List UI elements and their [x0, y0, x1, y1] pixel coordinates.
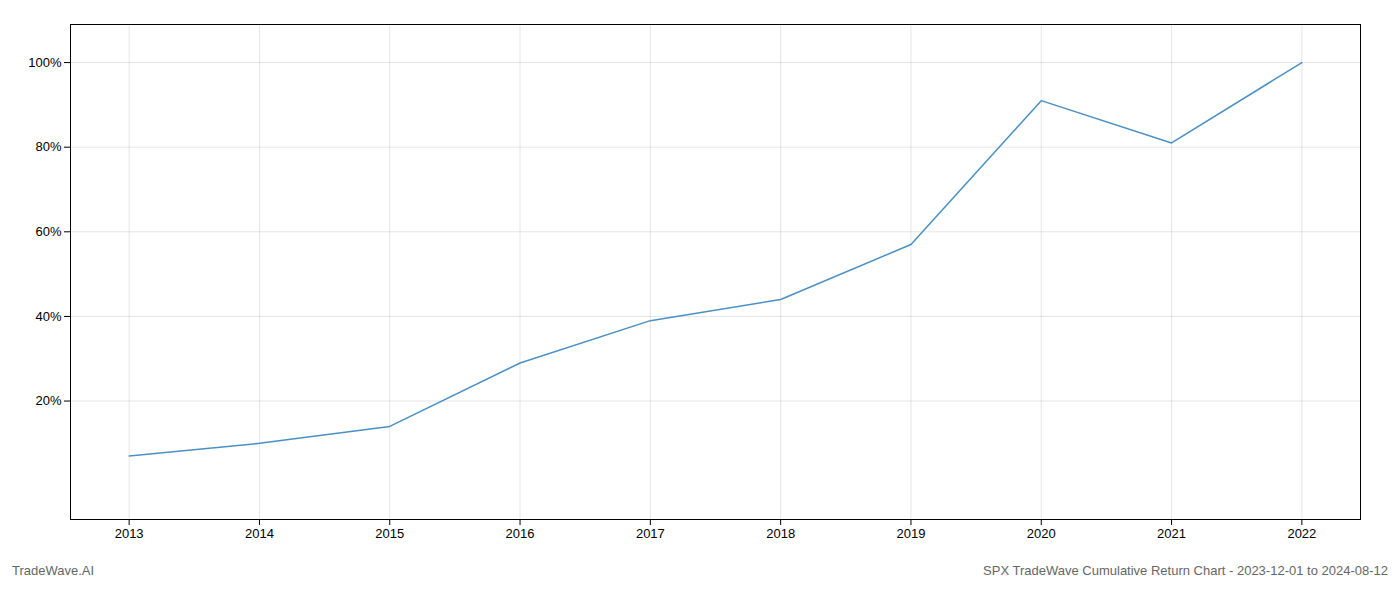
svg-text:2019: 2019	[896, 526, 925, 541]
svg-text:80%: 80%	[35, 139, 61, 154]
svg-text:2016: 2016	[506, 526, 535, 541]
svg-text:2017: 2017	[636, 526, 665, 541]
svg-text:2020: 2020	[1027, 526, 1056, 541]
svg-text:100%: 100%	[28, 55, 62, 70]
svg-text:2018: 2018	[766, 526, 795, 541]
svg-text:2021: 2021	[1157, 526, 1186, 541]
svg-text:2022: 2022	[1287, 526, 1316, 541]
svg-text:40%: 40%	[35, 309, 61, 324]
svg-text:2013: 2013	[115, 526, 144, 541]
html-text:TradeWave.AI: TradeWave.AI	[12, 563, 95, 578]
html-text:SPX TradeWave Cumulative Retur: SPX TradeWave Cumulative Return Chart - …	[983, 563, 1388, 578]
svg-text:2014: 2014	[245, 526, 274, 541]
svg-text:20%: 20%	[35, 393, 61, 408]
svg-text:2015: 2015	[375, 526, 404, 541]
svg-text:60%: 60%	[35, 224, 61, 239]
